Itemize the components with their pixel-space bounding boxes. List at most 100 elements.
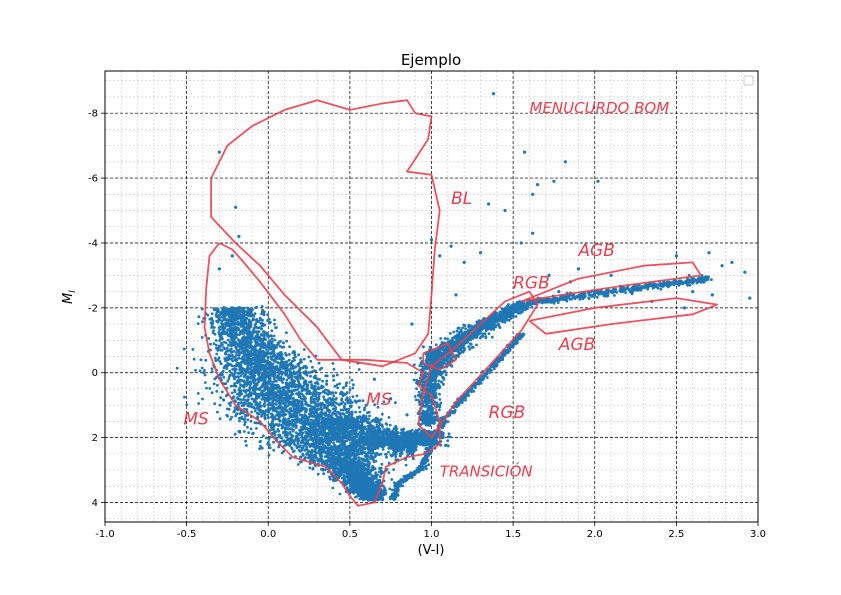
data-point [210,370,214,374]
data-point [200,307,204,311]
data-point [228,328,232,331]
data-point [253,374,257,378]
data-point [262,310,266,314]
data-point [367,478,371,482]
data-point [249,309,252,313]
data-point [280,436,283,440]
data-point [246,425,249,429]
data-point [263,323,267,327]
data-point [240,384,243,387]
data-point [300,409,303,413]
data-point [319,445,323,449]
data-point [236,344,240,348]
data-point [275,379,278,383]
data-point [348,413,351,416]
data-point [322,395,326,399]
data-point [260,344,264,348]
data-point [203,369,206,372]
data-point [260,413,264,417]
data-point [242,336,246,340]
data-point [246,389,250,392]
data-point [275,364,279,368]
data-point [325,392,329,396]
data-point [285,331,288,335]
data-point [224,341,228,345]
data-point [289,363,293,367]
data-point [332,438,335,442]
data-point [227,313,231,317]
data-point [227,354,231,358]
data-point [330,454,334,458]
data-point [353,456,357,460]
data-point [295,446,299,450]
data-point [316,399,320,403]
data-point [220,390,224,394]
data-point [249,320,253,324]
data-point [215,389,219,393]
data-point [274,398,277,402]
data-point [212,342,216,345]
data-point [330,445,333,448]
data-point [331,407,335,411]
data-point [284,368,287,371]
data-point [213,356,217,360]
data-point [357,456,361,459]
data-point [304,431,308,434]
data-point [309,359,313,363]
data-point [239,322,243,326]
data-point [379,472,383,476]
data-point [243,359,247,363]
data-point [296,384,300,387]
data-point [273,347,276,350]
data-point [394,401,397,404]
data-point [322,438,326,442]
data-point [217,326,221,329]
data-point [373,452,377,455]
data-point [217,318,221,322]
data-point [233,377,236,381]
data-point [304,427,307,430]
data-point [345,411,349,415]
data-point [353,487,357,491]
data-point [290,446,294,450]
data-point [313,369,316,372]
data-point [214,313,218,316]
data-point [297,448,301,452]
data-point [233,382,237,386]
data-point [218,339,222,342]
data-point [277,369,281,373]
data-point [241,311,245,315]
data-point [266,413,269,417]
data-point [308,412,311,416]
data-point [373,483,377,486]
data-point [333,468,337,472]
data-point [263,379,267,383]
data-point [242,367,246,371]
data-point [268,446,272,450]
data-point [348,388,352,392]
data-point [320,455,323,459]
data-point [387,471,391,475]
data-point [277,445,281,449]
data-point [210,312,214,316]
data-point [266,356,270,359]
data-point [182,347,186,351]
data-point [238,332,242,336]
data-point [213,332,217,336]
data-point [282,439,286,443]
data-point [273,318,276,322]
data-point [358,410,362,414]
data-point [345,396,349,399]
data-point [290,389,294,392]
data-point [222,398,226,402]
data-point [220,372,223,376]
data-point [317,361,321,365]
data-point [239,316,243,320]
data-point [276,341,280,345]
data-point [248,314,252,317]
data-point [316,404,320,408]
data-point [340,397,344,401]
data-point [306,428,310,432]
data-point [313,419,317,423]
data-point [209,342,212,346]
